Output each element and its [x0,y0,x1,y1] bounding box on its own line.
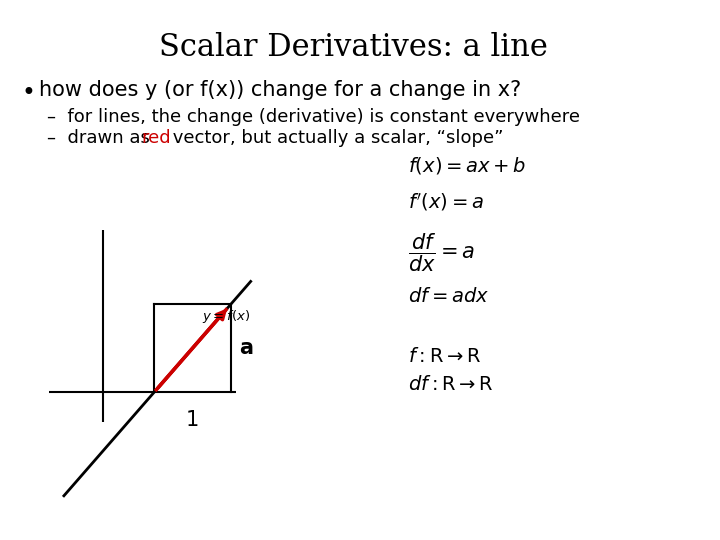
Text: $df = adx$: $df = adx$ [408,287,489,306]
Text: how does y (or f(x)) change for a change in x?: how does y (or f(x)) change for a change… [40,80,521,100]
Text: a: a [239,338,253,358]
Text: $f : \mathrm{R} \rightarrow \mathrm{R}$: $f : \mathrm{R} \rightarrow \mathrm{R}$ [408,347,482,366]
Text: –  for lines, the change (derivative) is constant everywhere: – for lines, the change (derivative) is … [48,108,580,126]
Text: red: red [142,129,171,147]
Text: vector, but actually a scalar, “slope”: vector, but actually a scalar, “slope” [167,129,503,147]
Text: $df : \mathrm{R} \rightarrow \mathrm{R}$: $df : \mathrm{R} \rightarrow \mathrm{R}$ [408,375,494,394]
Text: •: • [22,82,35,105]
Text: $f(x) = ax+b$: $f(x) = ax+b$ [408,155,526,176]
Text: $f'(x) = a$: $f'(x) = a$ [408,191,484,213]
Text: $\dfrac{df}{dx} = a$: $\dfrac{df}{dx} = a$ [408,231,475,274]
Text: –  drawn as: – drawn as [48,129,156,147]
Text: 1: 1 [186,410,199,430]
Text: Scalar Derivatives: a line: Scalar Derivatives: a line [159,32,549,63]
Text: $y = f(x)$: $y = f(x)$ [202,308,250,326]
